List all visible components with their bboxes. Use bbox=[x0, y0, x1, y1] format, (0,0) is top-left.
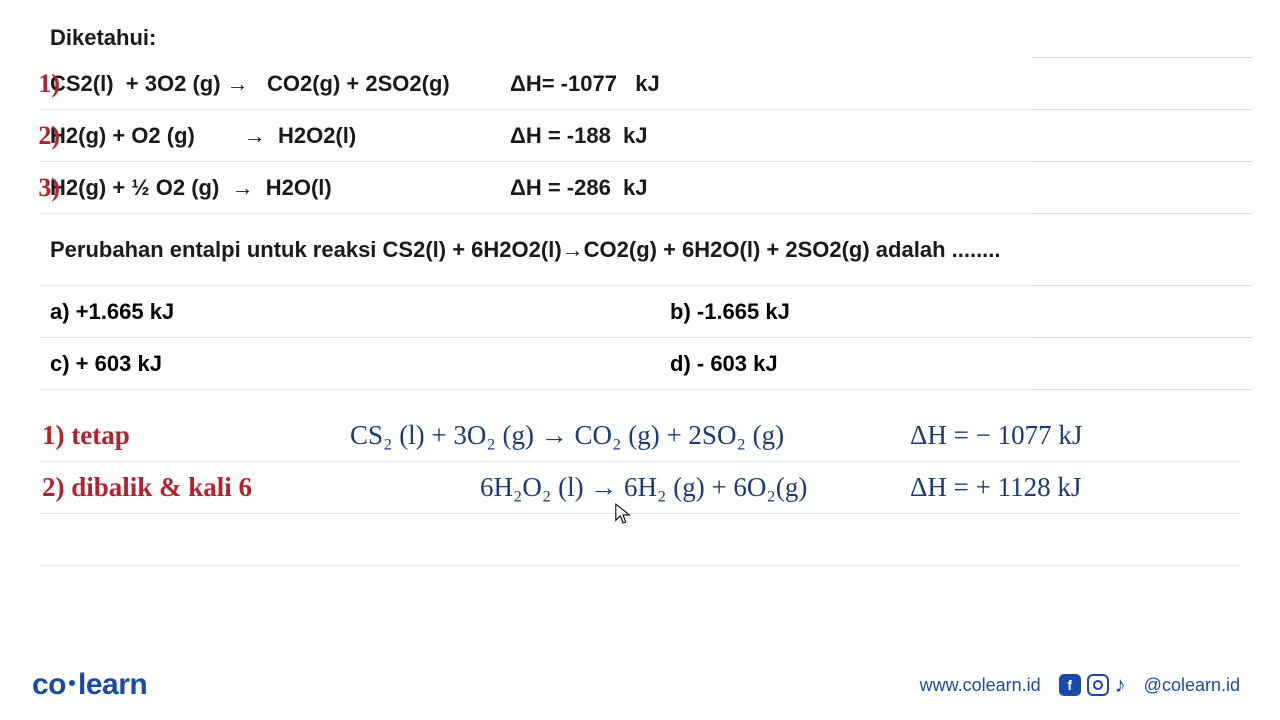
empty-row bbox=[40, 566, 1240, 618]
given-dh-3: ΔH = -286 kJ bbox=[510, 175, 648, 201]
instagram-icon bbox=[1087, 674, 1109, 696]
given-dh-1: ΔH= -1077 kJ bbox=[510, 71, 660, 97]
work-dh-1: ΔH = − 1077 kJ bbox=[910, 420, 1082, 451]
option-a: a) +1.665 kJ bbox=[40, 299, 660, 325]
right-margin-rules bbox=[1032, 18, 1252, 390]
given-num-1: 1) bbox=[32, 69, 60, 99]
given-eq-3: H2(g) + ½ O2 (g) → H2O(l) bbox=[50, 175, 332, 201]
given-num-2: 2) bbox=[32, 121, 60, 151]
footer-handle: @colearn.id bbox=[1144, 675, 1240, 696]
given-eq-1: CS2(l) + 3O2 (g) → CO2(g) + 2SO2(g) bbox=[50, 71, 450, 97]
facebook-icon: f bbox=[1059, 674, 1081, 696]
option-c: c) + 603 kJ bbox=[40, 351, 660, 377]
question-text: Perubahan entalpi untuk reaksi CS2(l) + … bbox=[50, 237, 1001, 263]
work-eq-2: 6H₂O₂ (l) → 6H₂ (g) + 6O₂(g) bbox=[350, 472, 910, 503]
option-d: d) - 603 kJ bbox=[660, 351, 778, 377]
work-label-2: 2) dibalik & kali 6 bbox=[40, 472, 350, 503]
given-num-3: 3) bbox=[32, 173, 60, 203]
tiktok-icon: ♪ bbox=[1115, 672, 1126, 698]
social-icons: f ♪ bbox=[1059, 672, 1126, 698]
given-dh-2: ΔH = -188 kJ bbox=[510, 123, 648, 149]
brand-logo: colearn bbox=[32, 668, 147, 702]
work-label-1: 1) tetap bbox=[40, 420, 350, 451]
option-b: b) -1.665 kJ bbox=[660, 299, 790, 325]
given-header: Diketahui: bbox=[50, 25, 156, 51]
work-eq-1: CS₂ (l) + 3O₂ (g) → CO₂ (g) + 2SO₂ (g) bbox=[350, 420, 910, 451]
empty-row bbox=[40, 514, 1240, 566]
mouse-cursor-icon bbox=[614, 502, 632, 526]
footer-url: www.colearn.id bbox=[920, 675, 1041, 696]
given-eq-2: H2(g) + O2 (g) → H2O2(l) bbox=[50, 123, 356, 149]
work-dh-2: ΔH = + 1128 kJ bbox=[910, 472, 1081, 503]
